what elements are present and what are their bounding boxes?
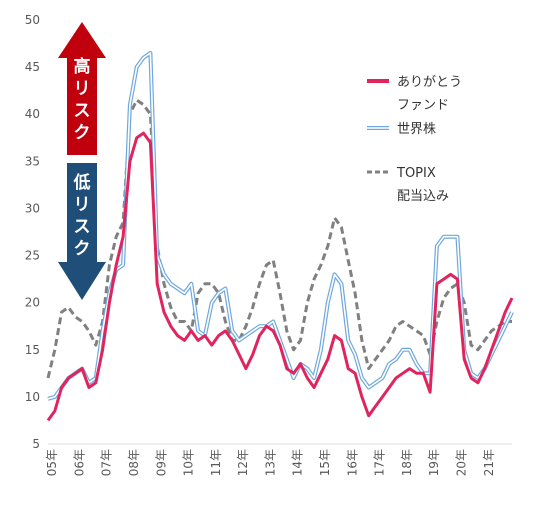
high-risk-label-char: リ xyxy=(74,79,91,99)
x-tick-label: 18年 xyxy=(400,449,414,476)
high-risk-arrow xyxy=(58,22,106,155)
y-tick-label: 20 xyxy=(25,296,40,310)
x-tick-label: 13年 xyxy=(263,449,277,476)
low-risk-label-char: ス xyxy=(74,217,91,237)
high-risk-label-char: ス xyxy=(74,101,91,121)
low-risk-arrow xyxy=(58,163,106,300)
x-tick-label: 06年 xyxy=(72,449,86,476)
y-tick-label: 15 xyxy=(25,343,40,357)
low-risk-label-char: ク xyxy=(74,239,91,259)
y-tick-label: 5 xyxy=(32,437,40,451)
legend-label: ファンド xyxy=(397,98,449,113)
y-tick-label: 10 xyxy=(25,390,40,404)
series-line-1 xyxy=(46,131,514,422)
x-tick-label: 05年 xyxy=(45,449,59,476)
x-tick-label: 09年 xyxy=(154,449,168,476)
legend-label: 世界株 xyxy=(397,122,436,137)
y-tick-label: 30 xyxy=(25,201,40,215)
x-tick-label: 10年 xyxy=(182,449,196,476)
y-tick-label: 50 xyxy=(25,13,40,27)
y-tick-label: 35 xyxy=(25,154,40,168)
y-tick-label: 40 xyxy=(25,107,40,121)
x-tick-label: 08年 xyxy=(127,449,141,476)
x-tick-label: 15年 xyxy=(318,449,332,476)
x-tick-label: 07年 xyxy=(100,449,114,476)
legend-label: ありがとう xyxy=(397,75,462,90)
low-risk-label-char: リ xyxy=(74,195,91,215)
low-risk-label-char: 低 xyxy=(73,172,91,193)
high-risk-label-char: 高 xyxy=(74,56,91,77)
y-tick-label: 25 xyxy=(25,249,40,263)
x-tick-label: 12年 xyxy=(236,449,250,476)
x-tick-label: 14年 xyxy=(291,449,305,476)
series-layer xyxy=(46,51,514,422)
legend-item-2: 世界株 xyxy=(367,122,436,137)
x-tick-label: 17年 xyxy=(373,449,387,476)
x-tick-label: 19年 xyxy=(427,449,441,476)
x-tick-label: 20年 xyxy=(455,449,469,476)
legend-item-3: TOPIX 配当込み xyxy=(367,166,449,204)
series-line-path xyxy=(46,131,514,422)
x-tick-label: 21年 xyxy=(482,449,496,476)
y-tick-label: 45 xyxy=(25,60,40,74)
x-tick-label: 16年 xyxy=(345,449,359,476)
legend-label: 配当込み xyxy=(397,189,449,204)
legend-label: TOPIX xyxy=(396,166,436,181)
axes: 5 10 15 20 25 30 35 40 45 50 05年 06年 07年 08年 09年 10年 11年… xyxy=(25,13,512,476)
high-risk-label-char: ク xyxy=(74,123,91,143)
x-tick-label: 11年 xyxy=(209,449,223,476)
